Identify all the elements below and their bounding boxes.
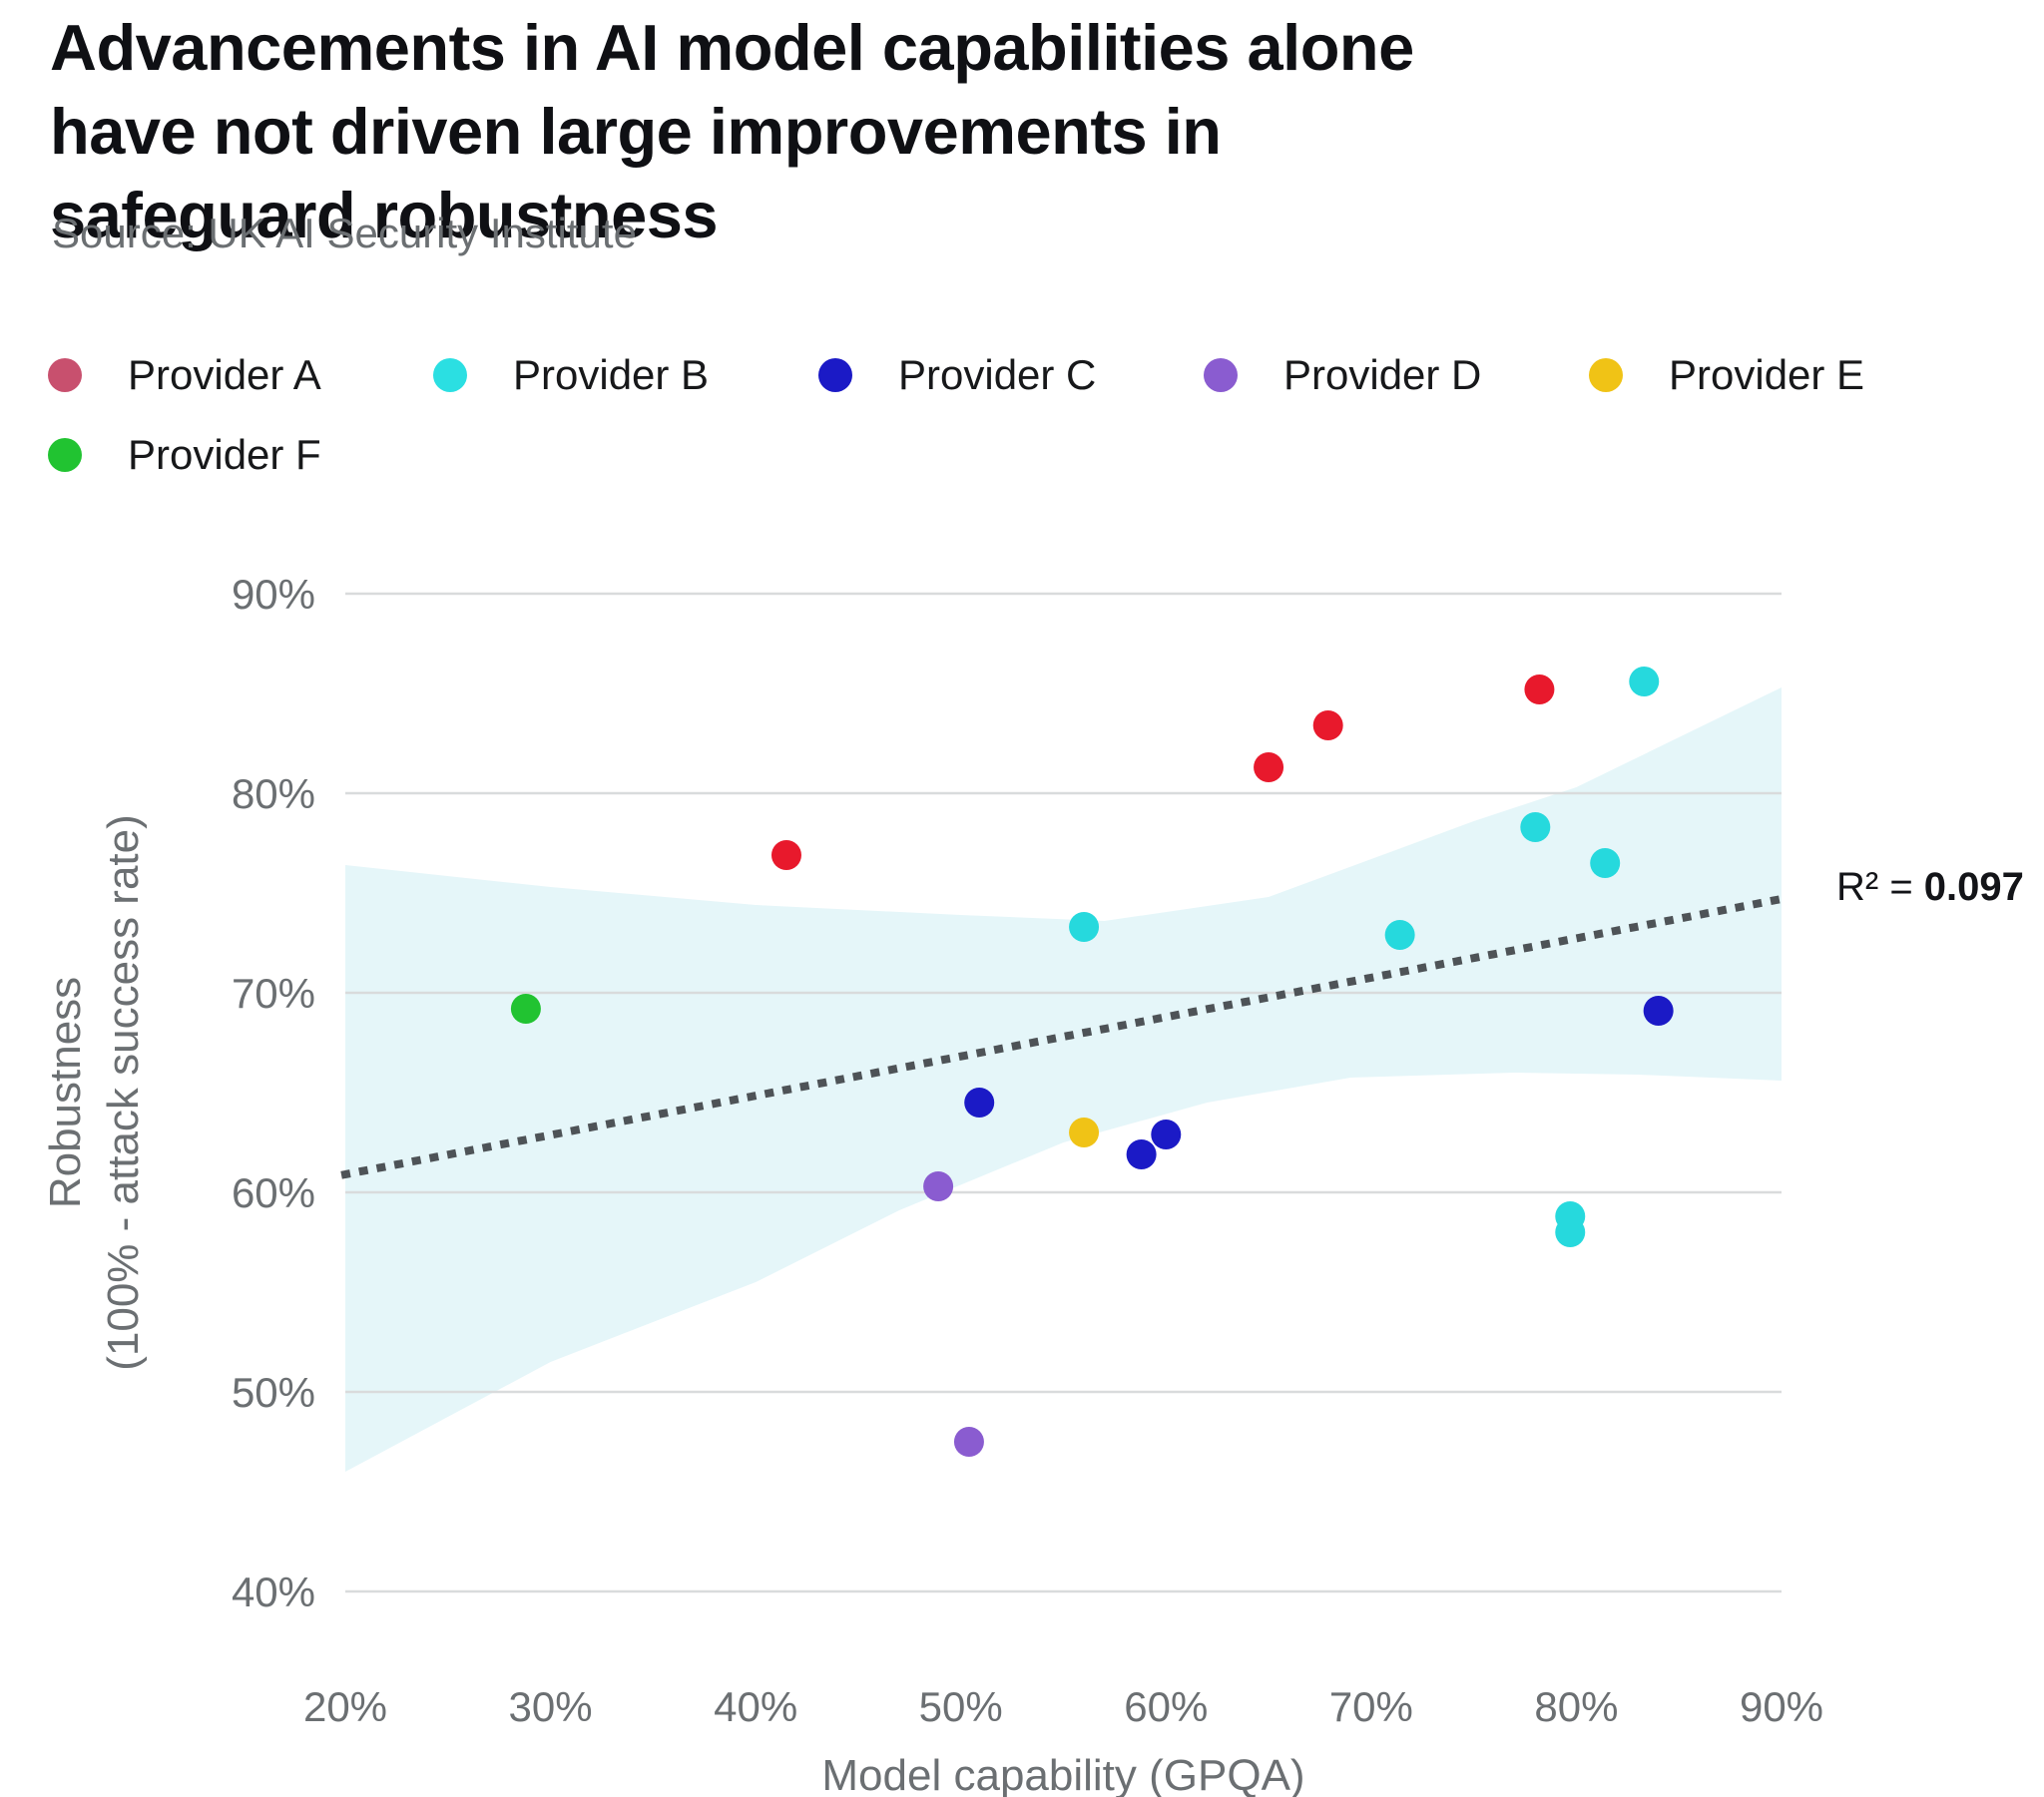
x-tick-label: 40% <box>714 1683 797 1730</box>
x-tick-label: 70% <box>1329 1683 1413 1730</box>
legend-item-label: Provider E <box>1669 351 1865 398</box>
y-tick-label: 70% <box>232 970 315 1017</box>
legend-item-label: Provider F <box>128 431 321 478</box>
legend-swatch-icon <box>818 358 852 392</box>
y-axis-title: Robustness (100% - attack success rate) <box>41 814 148 1371</box>
r-squared-label: R² = 0.097 <box>1836 865 2024 909</box>
data-point-provider-e[interactable] <box>1069 1118 1100 1147</box>
x-tick-label: 50% <box>919 1683 1003 1730</box>
data-point-provider-d[interactable] <box>923 1171 954 1201</box>
legend-item-provider-d[interactable]: Provider D <box>1204 351 1589 399</box>
data-point-provider-b[interactable] <box>1384 920 1415 950</box>
data-point-provider-a[interactable] <box>1312 710 1343 740</box>
y-tick-label: 90% <box>232 571 315 618</box>
legend-swatch-icon <box>1589 358 1623 392</box>
legend-item-provider-b[interactable]: Provider B <box>433 351 818 399</box>
data-point-provider-b[interactable] <box>1629 667 1660 696</box>
data-point-provider-c[interactable] <box>1151 1120 1182 1149</box>
chart-source: Source: UK AI Security Institute <box>52 210 637 256</box>
y-tick-label: 80% <box>232 770 315 817</box>
legend-item-label: Provider D <box>1283 351 1482 398</box>
legend-item-provider-a[interactable]: Provider A <box>48 351 433 399</box>
legend-swatch-icon <box>1204 358 1238 392</box>
data-point-provider-b[interactable] <box>1590 848 1621 878</box>
legend-item-label: Provider C <box>898 351 1097 398</box>
data-point-provider-c[interactable] <box>1643 996 1674 1026</box>
data-point-provider-b[interactable] <box>1555 1217 1586 1247</box>
data-point-provider-c[interactable] <box>964 1088 995 1118</box>
x-tick-label: 90% <box>1740 1683 1823 1730</box>
trend-line <box>340 894 1787 1179</box>
x-tick-label: 60% <box>1124 1683 1208 1730</box>
legend-item-provider-f[interactable]: Provider F <box>48 431 433 479</box>
data-point-provider-a[interactable] <box>770 840 801 870</box>
data-point-provider-b[interactable] <box>1069 912 1100 942</box>
x-axis-title: Model capability (GPQA) <box>821 1751 1304 1797</box>
confidence-band <box>345 687 1782 1472</box>
legend-swatch-icon <box>433 358 467 392</box>
data-point-provider-b[interactable] <box>1520 812 1551 842</box>
y-tick-label: 60% <box>232 1169 315 1216</box>
legend-item-label: Provider B <box>513 351 710 398</box>
legend-item-label: Provider A <box>128 351 321 398</box>
legend-item-provider-c[interactable]: Provider C <box>818 351 1204 399</box>
x-tick-label: 20% <box>303 1683 387 1730</box>
x-tick-label: 80% <box>1534 1683 1618 1730</box>
x-tick-label: 30% <box>509 1683 593 1730</box>
data-point-provider-f[interactable] <box>510 994 541 1024</box>
legend-swatch-icon <box>48 438 82 472</box>
data-point-provider-a[interactable] <box>1254 752 1284 782</box>
legend-swatch-icon <box>48 358 82 392</box>
data-point-provider-d[interactable] <box>953 1427 984 1457</box>
legend: Provider A Provider B Provider C Provider D… <box>48 351 2024 479</box>
y-tick-label: 50% <box>232 1369 315 1416</box>
legend-item-provider-e[interactable]: Provider E <box>1589 351 1974 399</box>
data-point-provider-c[interactable] <box>1126 1139 1157 1169</box>
data-point-provider-a[interactable] <box>1524 674 1555 704</box>
chart-title: Advancements in AI model capabilities al… <box>50 11 1414 251</box>
y-tick-label: 40% <box>232 1569 315 1615</box>
